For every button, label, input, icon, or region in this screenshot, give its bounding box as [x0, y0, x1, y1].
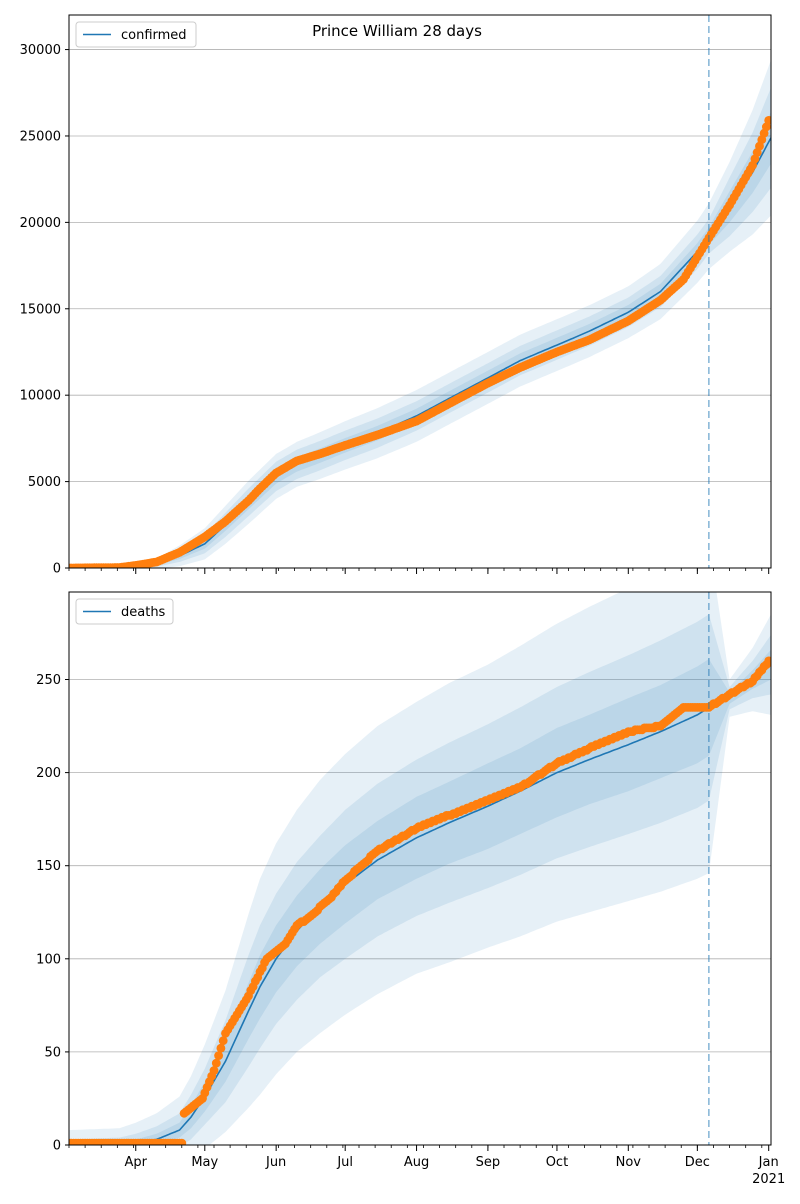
- panel-deaths: 0 50 100 150 200 250 Apr May Jun Jul Aug Sep Oct Nov D…: [36, 591, 785, 1187]
- panel-confirmed: 0 5000 10000 15000 20000 25000 30000 confirmed: [20, 14, 772, 577]
- y-tick-label: 25000: [20, 129, 61, 144]
- observed-point: [209, 1066, 219, 1075]
- x-tick-label: Nov: [616, 1155, 642, 1170]
- series-line-confirmed: [69, 137, 771, 568]
- legend-label: deaths: [121, 605, 166, 620]
- x-tick-label: Sep: [476, 1155, 501, 1170]
- series-line-deaths: [69, 663, 771, 1145]
- observed-point: [764, 116, 771, 125]
- plot-area: [69, 59, 771, 568]
- observed-point: [214, 1051, 224, 1060]
- observed-point: [216, 1043, 226, 1053]
- x-tick-label: Apr: [124, 1155, 147, 1170]
- x-tick-label: May: [191, 1155, 218, 1170]
- uncertainty-band-1: [69, 59, 771, 568]
- y-tick-label: 0: [53, 1139, 61, 1154]
- x-year-label: 2021: [752, 1172, 785, 1187]
- y-tick-label: 30000: [20, 43, 61, 58]
- legend-box: [75, 21, 197, 48]
- y-tick-label: 20000: [20, 216, 61, 231]
- x-tick-label: Oct: [546, 1155, 568, 1170]
- x-tick-label: Jul: [336, 1155, 353, 1170]
- x-tick-label: Aug: [404, 1155, 429, 1170]
- uncertainty-band-2: [69, 87, 771, 568]
- y-tick-label: 0: [53, 562, 61, 577]
- y-tick-label: 150: [36, 859, 61, 874]
- y-tick-label: 50: [44, 1045, 61, 1060]
- axes-frame: [68, 14, 772, 569]
- uncertainty-band-3: [69, 111, 771, 568]
- chart-title: Prince William 28 days: [312, 22, 482, 40]
- y-tick-label: 10000: [20, 389, 61, 404]
- y-tick-label: 100: [36, 952, 61, 967]
- legend-box: [75, 598, 174, 625]
- x-tick-label: Jun: [265, 1155, 286, 1170]
- y-tick-label: 250: [36, 673, 61, 688]
- observed-point: [211, 1058, 221, 1068]
- observed-point: [218, 1036, 228, 1046]
- x-tick-label: Jan: [758, 1155, 779, 1170]
- y-tick-label: 5000: [28, 475, 61, 490]
- plot-area: [69, 592, 771, 1145]
- legend-label: confirmed: [121, 28, 187, 43]
- observed-point: [177, 1138, 187, 1145]
- x-tick-label: Dec: [685, 1155, 710, 1170]
- y-tick-label: 200: [36, 766, 61, 781]
- axes-frame: [68, 591, 772, 1146]
- y-tick-label: 15000: [20, 302, 61, 317]
- observed-point: [764, 656, 771, 666]
